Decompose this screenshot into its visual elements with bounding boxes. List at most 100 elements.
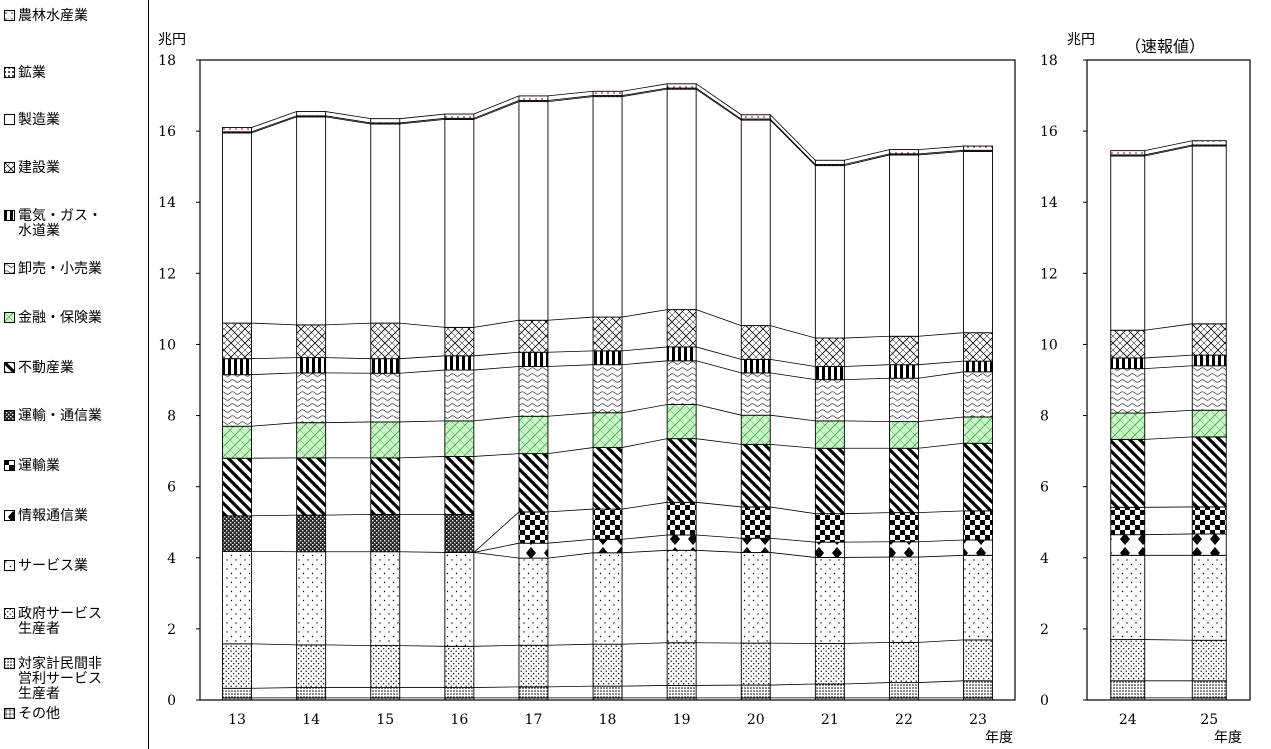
legend-item-gov: 政府サービス 生産者 bbox=[4, 607, 102, 637]
bar-segment-manuf bbox=[814, 165, 845, 339]
x-tick-label: 21 bbox=[821, 712, 839, 728]
legend-label: 農林水産業 bbox=[18, 8, 88, 24]
bar-segment-gov bbox=[666, 642, 697, 686]
bar-segment-realestate bbox=[296, 457, 327, 516]
bar-segment-fin bbox=[370, 421, 401, 459]
connector-line bbox=[399, 551, 445, 553]
y-tick-label: 6 bbox=[1040, 480, 1049, 496]
connector-line bbox=[1144, 140, 1193, 152]
connector-line bbox=[770, 372, 816, 381]
connector-line bbox=[251, 357, 297, 360]
bar-segment-transport bbox=[740, 506, 771, 539]
connector-line bbox=[399, 113, 445, 120]
y-tick-label: 8 bbox=[167, 409, 176, 425]
chart-note: （速報値） bbox=[1125, 37, 1205, 56]
connector-line bbox=[547, 412, 594, 417]
legend-swatch bbox=[4, 608, 15, 619]
bar-segment-agri bbox=[666, 83, 697, 89]
bar-segment-elec bbox=[222, 358, 253, 376]
bar-segment-transport bbox=[814, 513, 845, 543]
connector-line bbox=[621, 501, 668, 510]
bar-segment-fin bbox=[222, 425, 253, 459]
connector-line bbox=[696, 360, 742, 374]
bar-segment-service bbox=[1110, 554, 1146, 641]
y-tick-label: 16 bbox=[158, 124, 176, 140]
legend-item-fin: 金融・保険業 bbox=[4, 311, 102, 326]
bar-segment-gov bbox=[222, 643, 253, 689]
legend-swatch bbox=[4, 210, 15, 221]
connector-line bbox=[251, 372, 297, 376]
connector-line bbox=[622, 685, 668, 687]
connector-line bbox=[622, 642, 668, 645]
bar-segment-fin bbox=[963, 416, 993, 444]
connector-line bbox=[473, 453, 519, 457]
connector-line bbox=[622, 549, 668, 554]
connector-line bbox=[621, 438, 668, 448]
bar-segment-elec bbox=[666, 346, 697, 362]
connector-line bbox=[547, 685, 594, 688]
legend-item-elec: 電気・ガス・ 水道業 bbox=[4, 209, 102, 239]
legend-label: サービス業 bbox=[18, 558, 88, 574]
bar-segment-npo bbox=[889, 682, 919, 699]
connector-line bbox=[325, 111, 371, 120]
bar-segment-trade bbox=[296, 372, 327, 424]
bar-segment-npo bbox=[666, 684, 697, 699]
x-tick-label: 18 bbox=[599, 712, 617, 728]
connector-line bbox=[695, 87, 742, 120]
bar-segment-npo bbox=[592, 685, 623, 699]
bar-segment-manuf bbox=[518, 101, 549, 321]
plot-frame bbox=[199, 59, 1016, 701]
connector-line bbox=[622, 360, 668, 366]
bar-segment-elec bbox=[740, 358, 771, 374]
legend-label: 情報通信業 bbox=[18, 508, 88, 524]
connector-line bbox=[547, 96, 594, 102]
bar-segment-constr bbox=[963, 332, 993, 362]
y-tick-label: 2 bbox=[1040, 622, 1049, 638]
connector-line bbox=[547, 552, 594, 559]
y-tick-label: 6 bbox=[167, 480, 176, 496]
x-tick-label: 24 bbox=[1119, 712, 1137, 728]
connector-line bbox=[1144, 533, 1193, 536]
y-tick-label: 0 bbox=[1040, 693, 1049, 709]
bar-segment-fin bbox=[666, 404, 697, 440]
connector-line bbox=[844, 642, 890, 644]
bar-segment-service bbox=[222, 550, 253, 645]
legend-item-transport: 運輸業 bbox=[4, 459, 60, 474]
bar-segment-npo bbox=[963, 680, 993, 699]
bar-segment-service bbox=[296, 551, 327, 646]
connector-line bbox=[473, 686, 519, 688]
bar-segment-trade bbox=[740, 372, 771, 416]
bar-segment-realestate bbox=[370, 457, 401, 515]
bar-segment-elec bbox=[296, 357, 327, 374]
bar-segment-trade bbox=[889, 377, 919, 423]
x-tick-label: 23 bbox=[969, 712, 987, 728]
bar-segment-agri bbox=[889, 149, 919, 155]
connector-line bbox=[547, 508, 594, 513]
bar-segment-fin bbox=[296, 422, 327, 459]
bar-segment-realestate bbox=[444, 455, 475, 515]
connector-line bbox=[1144, 145, 1193, 157]
y-tick-label: 0 bbox=[167, 693, 176, 709]
bar-segment-trade bbox=[370, 372, 401, 423]
x-tick-label: 15 bbox=[376, 712, 394, 728]
connector-line bbox=[1144, 323, 1193, 331]
connector-line bbox=[251, 116, 297, 134]
connector-line bbox=[918, 149, 964, 155]
connector-line bbox=[399, 645, 445, 647]
connector-line bbox=[399, 420, 445, 423]
bar-segment-elec bbox=[963, 360, 993, 373]
connector-line bbox=[696, 346, 742, 360]
connector-line bbox=[325, 421, 371, 424]
y-tick-label: 4 bbox=[1040, 551, 1049, 567]
legend-label: 鉱業 bbox=[18, 65, 46, 81]
legend-item-agri: 農林水産業 bbox=[4, 9, 88, 24]
connector-line bbox=[622, 534, 668, 540]
bar-segment-manuf bbox=[296, 116, 327, 326]
bar-segment-npo bbox=[740, 684, 771, 699]
legend-label: 対家計民間非 営利サービス 生産者 bbox=[18, 656, 102, 702]
connector-line bbox=[473, 100, 520, 119]
connector-line bbox=[399, 322, 445, 328]
y-tick-label: 14 bbox=[1040, 195, 1058, 211]
legend-label: 卸売・小売業 bbox=[18, 261, 102, 277]
connector-line bbox=[844, 377, 890, 381]
